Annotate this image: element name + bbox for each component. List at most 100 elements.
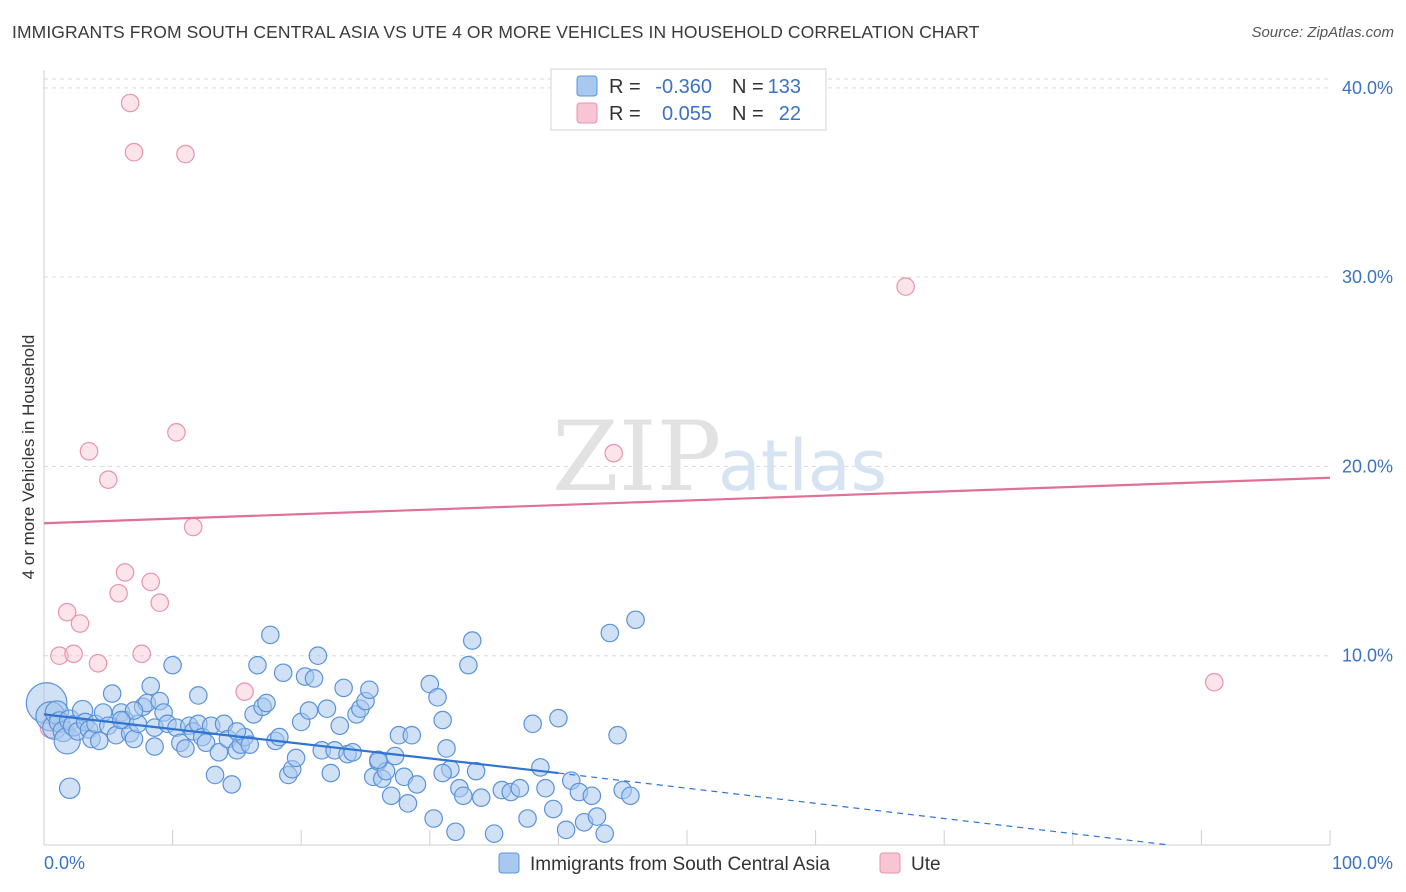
ute-point-16	[176, 144, 195, 164]
ute-point-9	[115, 563, 135, 582]
sca-point-120	[600, 623, 620, 643]
ute-point-2	[57, 602, 77, 622]
sca-point-68	[317, 699, 337, 719]
y-tick-labels: 10.0% 20.0% 30.0% 40.0%	[1342, 78, 1393, 666]
ute-point-20	[896, 277, 915, 296]
legend-r-label-2: R =	[609, 103, 641, 125]
ute-point-15	[167, 423, 186, 442]
sca-point-130	[189, 686, 208, 705]
sca-point-121	[608, 725, 627, 745]
watermark: ZIP atlas	[552, 401, 887, 513]
sca-point-106	[510, 778, 530, 798]
sca-point-103	[484, 824, 504, 843]
sca-point-32	[163, 655, 182, 675]
sca-point-93	[433, 710, 452, 730]
sca-point-98	[453, 786, 473, 806]
ute-point-7	[99, 470, 118, 489]
sca-point-74	[343, 742, 362, 762]
sca-point-132	[433, 763, 452, 783]
sca-point-18	[102, 684, 122, 703]
sca-point-118	[587, 807, 607, 826]
y-axis-label: 4 or more Vehicles in Household	[19, 335, 38, 580]
sca-point-117	[582, 786, 602, 806]
trend-lines	[43, 476, 1331, 846]
sca-point-111	[543, 799, 563, 819]
legend-r-label-1: R =	[609, 76, 641, 98]
sca-trend-line	[43, 713, 559, 775]
sca-point-27	[141, 676, 161, 696]
bottom-legend-swatch-pink	[879, 852, 901, 874]
watermark-zip: ZIP	[552, 401, 721, 513]
ute-point-12	[132, 644, 152, 664]
sca-point-88	[402, 725, 422, 745]
legend-n-value-2: 22	[779, 103, 801, 125]
ute-point-18	[235, 682, 254, 701]
sca-point-99	[459, 655, 478, 675]
legend-box: R = -0.360 N = 133 R = 0.055 N = 22	[550, 68, 827, 131]
sca-point-107	[518, 809, 537, 828]
sca-point-127	[145, 737, 164, 756]
sca-point-100	[462, 631, 482, 650]
sca-point-50	[240, 735, 260, 754]
sca-point-101	[466, 761, 486, 781]
sca-point-83	[381, 786, 401, 806]
bottom-legend-label-pink: Ute	[911, 854, 941, 875]
ute-point-5	[79, 441, 99, 461]
sca-point-94	[437, 739, 456, 758]
x-ticks	[172, 830, 1331, 845]
ute-point-6	[88, 653, 108, 673]
chart-source: Source: ZipAtlas.com	[1251, 24, 1394, 41]
y-tick-label-10: 10.0%	[1342, 646, 1393, 666]
sca-point-55	[261, 625, 280, 645]
sca-point-71	[330, 716, 350, 736]
sca-point-46	[222, 775, 242, 794]
sca-point-129	[369, 750, 388, 770]
sca-point-87	[398, 794, 418, 813]
legend-n-label-2: N =	[732, 103, 764, 125]
sca-point-126	[124, 701, 144, 720]
sca-point-23	[124, 729, 144, 749]
ute-point-19	[604, 443, 623, 463]
sca-point-42	[205, 765, 225, 785]
bottom-legend-swatch-blue	[498, 852, 520, 874]
sca-point-108	[523, 714, 542, 734]
ute-point-11	[124, 142, 144, 162]
legend-swatch-blue	[576, 75, 598, 97]
sca-point-91	[424, 809, 443, 828]
sca-point-57	[270, 727, 289, 747]
legend-r-value-1: -0.360	[655, 76, 712, 98]
sca-point-96	[446, 822, 465, 842]
sca-point-15	[89, 731, 109, 751]
ute-point-13	[141, 572, 161, 592]
sca-trend-extension	[558, 772, 1170, 846]
legend-n-value-1: 133	[768, 76, 801, 98]
ute-point-21	[1204, 672, 1224, 692]
ute-point-14	[150, 593, 170, 613]
legend-swatch-pink	[576, 102, 598, 124]
sca-point-123	[621, 786, 640, 806]
ute-point-17	[183, 517, 203, 537]
sca-point-69	[321, 763, 341, 783]
sca-point-40	[196, 733, 216, 753]
sca-point-64	[299, 701, 319, 720]
sca-point-109	[531, 758, 550, 777]
sca-point-52	[248, 655, 267, 675]
sca-point-58	[273, 663, 293, 683]
y-tick-label-40: 40.0%	[1342, 78, 1393, 98]
sca-point-110	[536, 778, 555, 798]
sca-point-125	[58, 777, 81, 799]
y-tick-label-30: 30.0%	[1342, 267, 1393, 287]
x-tick-label-min: 0.0%	[44, 853, 85, 873]
ute-trend-line	[43, 476, 1331, 525]
sca-point-113	[556, 820, 576, 840]
ute-point-3	[64, 644, 83, 664]
sca-point-131	[111, 710, 131, 730]
chart-title: IMMIGRANTS FROM SOUTH CENTRAL ASIA VS UT…	[12, 22, 980, 42]
sca-point-124	[626, 610, 645, 630]
sca-point-89	[407, 775, 427, 794]
y-tick-label-20: 20.0%	[1342, 456, 1393, 476]
ute-point-4	[70, 614, 90, 633]
ute-point-8	[109, 583, 128, 603]
bottom-legend: Immigrants from South Central Asia Ute	[498, 852, 941, 875]
